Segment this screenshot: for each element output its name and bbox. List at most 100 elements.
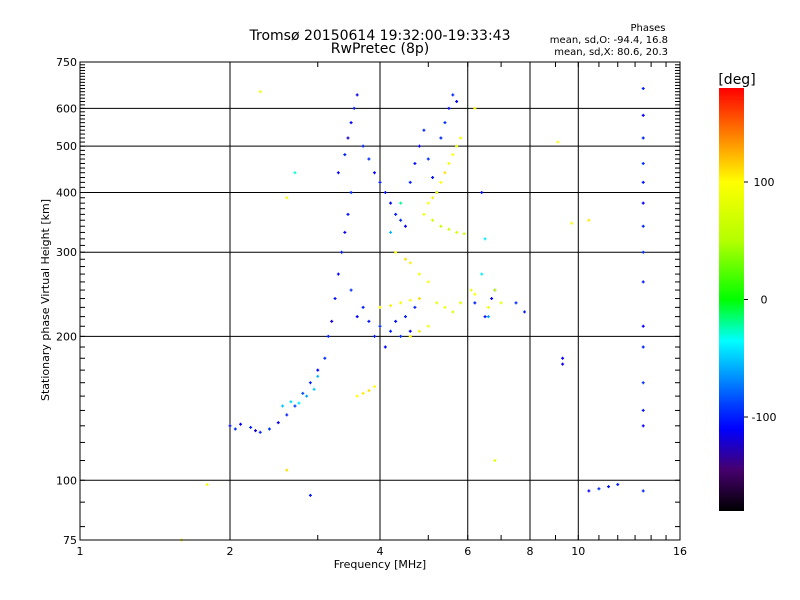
data-point: [373, 171, 377, 175]
data-point: [367, 319, 371, 323]
data-point: [422, 128, 426, 132]
data-point: [343, 153, 347, 157]
data-point: [422, 212, 426, 216]
data-point: [373, 334, 377, 338]
stats-o-line: mean, sd,O: -94.4, 16.8: [550, 35, 668, 46]
data-point: [426, 324, 430, 328]
data-point: [355, 93, 359, 97]
data-point: [349, 121, 353, 125]
data-point: [389, 304, 393, 308]
data-point: [346, 212, 350, 216]
colorbar-tick-label: 100: [754, 176, 775, 189]
data-point: [499, 301, 503, 305]
data-point: [394, 250, 398, 254]
data-point: [473, 106, 477, 110]
data-point: [556, 140, 560, 144]
data-point: [451, 153, 455, 157]
data-point: [373, 385, 377, 389]
data-point: [408, 298, 412, 302]
data-point: [408, 261, 412, 265]
y-tick-label: 400: [56, 186, 77, 199]
data-point: [473, 292, 477, 296]
data-point: [447, 106, 451, 110]
data-point: [561, 362, 565, 366]
data-point: [439, 136, 443, 140]
data-point: [408, 180, 412, 184]
data-points: [180, 87, 645, 542]
data-point: [435, 301, 439, 305]
data-point: [289, 400, 293, 404]
data-point: [389, 230, 393, 234]
data-point: [326, 334, 330, 338]
data-point: [281, 404, 285, 408]
data-point: [285, 468, 289, 472]
data-point: [439, 224, 443, 228]
data-point: [285, 196, 289, 200]
data-point: [641, 136, 645, 140]
data-point: [361, 305, 365, 309]
data-point: [480, 272, 484, 276]
data-point: [455, 230, 459, 234]
data-point: [308, 381, 312, 385]
data-point: [641, 324, 645, 328]
data-point: [431, 175, 435, 179]
data-point: [408, 334, 412, 338]
data-point: [451, 93, 455, 97]
y-tick-label: 75: [63, 534, 77, 547]
y-tick-label: 300: [56, 246, 77, 259]
x-tick-label: 2: [227, 545, 234, 558]
data-point: [451, 310, 455, 314]
data-point: [490, 297, 494, 301]
x-axis-label: Frequency [MHz]: [334, 558, 426, 571]
y-tick-label: 750: [56, 56, 77, 69]
data-point: [587, 489, 591, 493]
data-point: [616, 482, 620, 486]
chart-title: Tromsø 20150614 19:32:00-19:33:43: [249, 28, 511, 44]
data-point: [408, 329, 412, 333]
data-point: [607, 485, 611, 489]
data-point: [276, 421, 280, 425]
data-point: [455, 144, 459, 148]
data-point: [403, 224, 407, 228]
x-tick-label: 8: [527, 545, 534, 558]
data-point: [417, 329, 421, 333]
data-point: [239, 422, 243, 426]
data-point: [469, 288, 473, 292]
data-point: [349, 288, 353, 292]
data-point: [641, 424, 645, 428]
y-tick-label: 500: [56, 140, 77, 153]
data-point: [233, 427, 237, 431]
y-tick-label: 100: [56, 474, 77, 487]
data-point: [378, 305, 382, 309]
data-point: [486, 305, 490, 309]
data-point: [378, 324, 382, 328]
data-point: [641, 250, 645, 254]
data-point: [486, 315, 490, 319]
data-point: [394, 212, 398, 216]
data-point: [258, 430, 262, 434]
x-tick-label: 6: [464, 545, 471, 558]
chart-subtitle: RwPretec (8p): [331, 41, 429, 57]
data-point: [394, 319, 398, 323]
data-point: [367, 157, 371, 161]
data-point: [431, 196, 435, 200]
data-point: [587, 218, 591, 222]
data-point: [641, 489, 645, 493]
data-point: [383, 190, 387, 194]
plot-frame: [79, 61, 681, 541]
data-point: [228, 424, 232, 428]
data-point: [426, 157, 430, 161]
data-point: [641, 201, 645, 205]
x-tick-label: 16: [673, 545, 687, 558]
data-point: [253, 429, 257, 433]
data-point: [458, 136, 462, 140]
data-point: [641, 280, 645, 284]
data-point: [493, 458, 497, 462]
data-point: [641, 408, 645, 412]
data-point: [417, 297, 421, 301]
data-point: [641, 113, 645, 117]
data-point: [293, 404, 297, 408]
data-point: [355, 315, 359, 319]
data-point: [361, 391, 365, 395]
